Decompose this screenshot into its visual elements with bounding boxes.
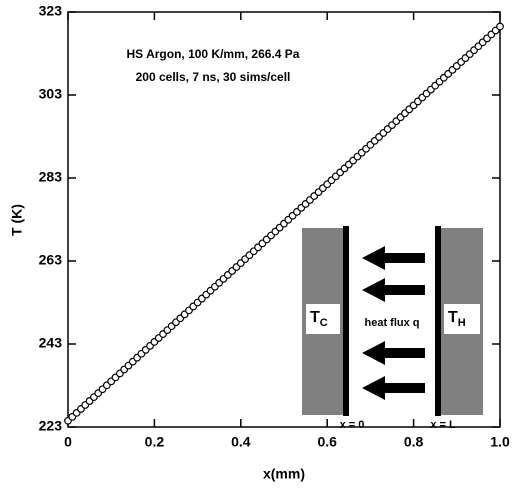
x-tick-label: 0.8: [404, 434, 424, 450]
y-tick-label: 243: [39, 335, 63, 351]
hot-label: TH: [448, 309, 466, 329]
y-tick-label: 323: [39, 3, 63, 19]
flux-arrows: [362, 246, 425, 400]
annotation: 200 cells, 7 ns, 30 sims/cell: [136, 70, 291, 84]
right-wall-label: x = L: [430, 419, 456, 431]
x-tick-label: 0: [64, 434, 72, 450]
x-axis-label: x(mm): [263, 466, 305, 482]
y-tick-label: 223: [39, 418, 63, 434]
x-tick-label: 1.0: [490, 434, 510, 450]
left-boundary: [343, 226, 349, 416]
inset-diagram: TC TH heat flux q x = 0 x = L: [302, 226, 483, 431]
y-tick-label: 303: [39, 86, 63, 102]
plot-frame: [67, 11, 501, 428]
y-axis-label: T (K): [9, 204, 25, 236]
y-tick-label: 263: [39, 252, 63, 268]
hot-label-box: [444, 304, 480, 334]
cold-label-box: [306, 304, 340, 334]
x-tick-label: 0.4: [231, 434, 251, 450]
y-tick-label: 283: [39, 169, 63, 185]
x-tick-label: 0.2: [145, 434, 165, 450]
data-point: [496, 22, 504, 31]
annotation: HS Argon, 100 K/mm, 266.4 Pa: [127, 47, 300, 61]
left-wall-label: x = 0: [340, 419, 365, 431]
flux-label: heat flux q: [364, 317, 419, 329]
right-boundary: [435, 226, 441, 416]
x-tick-label: 0.6: [317, 434, 337, 450]
cold-label: TC: [310, 309, 328, 329]
